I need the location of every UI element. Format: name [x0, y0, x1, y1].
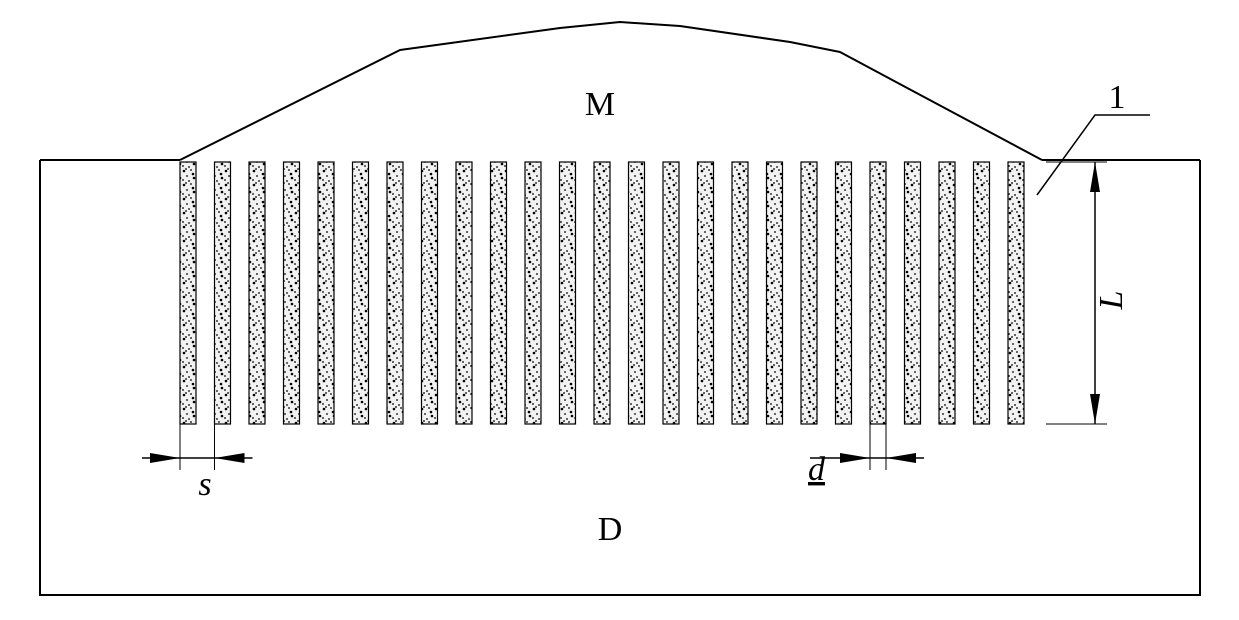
pile	[456, 162, 472, 424]
arrowhead	[886, 453, 916, 463]
pile	[525, 162, 541, 424]
pile	[801, 162, 817, 424]
diagram-canvas: Ls d M D 1	[0, 0, 1239, 620]
arrowhead	[840, 453, 870, 463]
pile	[939, 162, 955, 424]
pile	[767, 162, 783, 424]
arrowhead	[215, 453, 245, 463]
pile	[491, 162, 507, 424]
pile	[249, 162, 265, 424]
arrowhead	[1090, 162, 1100, 192]
pile	[629, 162, 645, 424]
pile	[422, 162, 438, 424]
pile	[318, 162, 334, 424]
pile	[284, 162, 300, 424]
label-M: M	[585, 86, 615, 123]
dim-s-label: s	[198, 466, 211, 503]
pile	[560, 162, 576, 424]
piles-group	[180, 162, 1024, 424]
arrowhead	[150, 453, 180, 463]
pile	[387, 162, 403, 424]
dim-d-label: d	[808, 451, 826, 488]
label-1: 1	[1109, 79, 1126, 116]
pile	[732, 162, 748, 424]
dim-L-label: L	[1093, 291, 1130, 311]
pile	[905, 162, 921, 424]
pile	[353, 162, 369, 424]
pile	[594, 162, 610, 424]
arrowhead	[1090, 394, 1100, 424]
label-D: D	[598, 511, 623, 548]
pile	[1008, 162, 1024, 424]
pile	[870, 162, 886, 424]
pile	[215, 162, 231, 424]
pile	[836, 162, 852, 424]
pile	[663, 162, 679, 424]
pile	[974, 162, 990, 424]
pile	[180, 162, 196, 424]
pile	[698, 162, 714, 424]
